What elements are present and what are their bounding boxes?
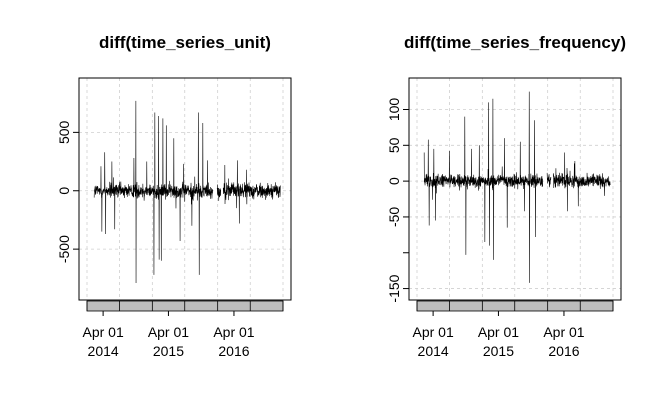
y-tick-label: -150 [386, 274, 402, 302]
y-tick-label: 50 [386, 137, 402, 153]
x-tick-label: Apr 01 [478, 324, 519, 340]
x-axis-band [86, 300, 284, 312]
y-tick-label: 0 [386, 177, 402, 185]
x-axis: Apr 01 2014 Apr 01 2015 Apr 01 2016 [412, 311, 585, 359]
x-tick-year-label: 2014 [418, 343, 449, 359]
chart-panel-frequency: diff(time_series_frequency) -150 -50 0 50 10… [386, 33, 626, 359]
x-tick-year-label: 2016 [548, 343, 579, 359]
x-tick-label: Apr 01 [148, 324, 189, 340]
x-axis: Apr 01 2014 Apr 01 2015 Apr 01 2016 [82, 311, 255, 359]
plot-frame [408, 77, 622, 301]
x-tick-label: Apr 01 [213, 324, 254, 340]
chart-title: diff(time_series_unit) [99, 33, 271, 52]
y-axis: -150 -50 0 50 100 [386, 98, 409, 303]
y-tick-label: 100 [386, 98, 402, 122]
x-tick-label: Apr 01 [412, 324, 453, 340]
chart-panel-unit: diff(time_series_unit) -500 0 500 Apr 01 20… [56, 33, 292, 359]
x-tick-year-label: 2014 [88, 343, 119, 359]
chart-title: diff(time_series_frequency) [404, 33, 626, 52]
y-tick-label: -500 [56, 235, 72, 263]
x-tick-year-label: 2015 [153, 343, 184, 359]
y-axis: -500 0 500 [56, 120, 79, 263]
grid [409, 78, 621, 300]
x-tick-year-label: 2015 [483, 343, 514, 359]
x-tick-year-label: 2016 [218, 343, 249, 359]
series-path [423, 91, 611, 283]
x-tick-label: Apr 01 [82, 324, 123, 340]
y-tick-label: 0 [56, 187, 72, 195]
x-axis-band [416, 300, 614, 312]
y-tick-label: 500 [56, 120, 72, 144]
series-line [93, 100, 281, 283]
plot-frame [78, 77, 292, 301]
x-tick-label: Apr 01 [543, 324, 584, 340]
series-line [423, 91, 611, 283]
y-tick-label: -50 [386, 207, 402, 227]
series-path [93, 100, 281, 283]
